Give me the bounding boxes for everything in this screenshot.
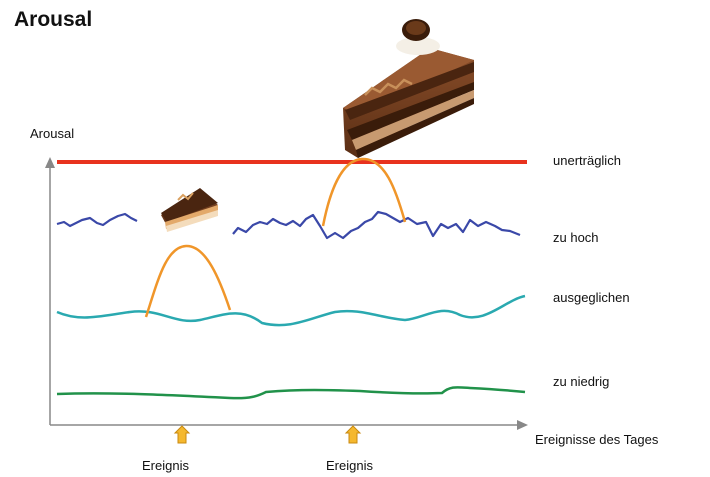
event-spike-2 xyxy=(321,157,407,227)
level-label-balanced: ausgeglichen xyxy=(553,290,630,305)
cake-slice-large xyxy=(343,19,474,158)
level-label-too-low: zu niedrig xyxy=(553,374,610,389)
x-axis-arrow-icon xyxy=(517,420,528,430)
event-arrow-1-icon xyxy=(173,425,191,444)
x-axis-label: Ereignisse des Tages xyxy=(535,432,659,447)
event-label-1: Ereignis xyxy=(142,458,189,473)
too-high-line-right xyxy=(232,210,521,240)
y-axis-label: Arousal xyxy=(30,126,75,141)
cake-slice-small xyxy=(161,188,218,232)
balanced-line xyxy=(56,294,526,327)
axes xyxy=(45,157,528,430)
too-high-line-left xyxy=(56,212,138,228)
level-label-too-high: zu hoch xyxy=(553,230,599,245)
event-label-2: Ereignis xyxy=(326,458,373,473)
too-low-line xyxy=(56,386,526,400)
event-spike-1 xyxy=(144,244,232,318)
y-axis-arrow-icon xyxy=(45,157,55,168)
diagram-title: Arousal xyxy=(14,8,93,31)
level-label-unbearable: unerträglich xyxy=(553,153,621,168)
event-arrow-2-icon xyxy=(344,425,362,444)
